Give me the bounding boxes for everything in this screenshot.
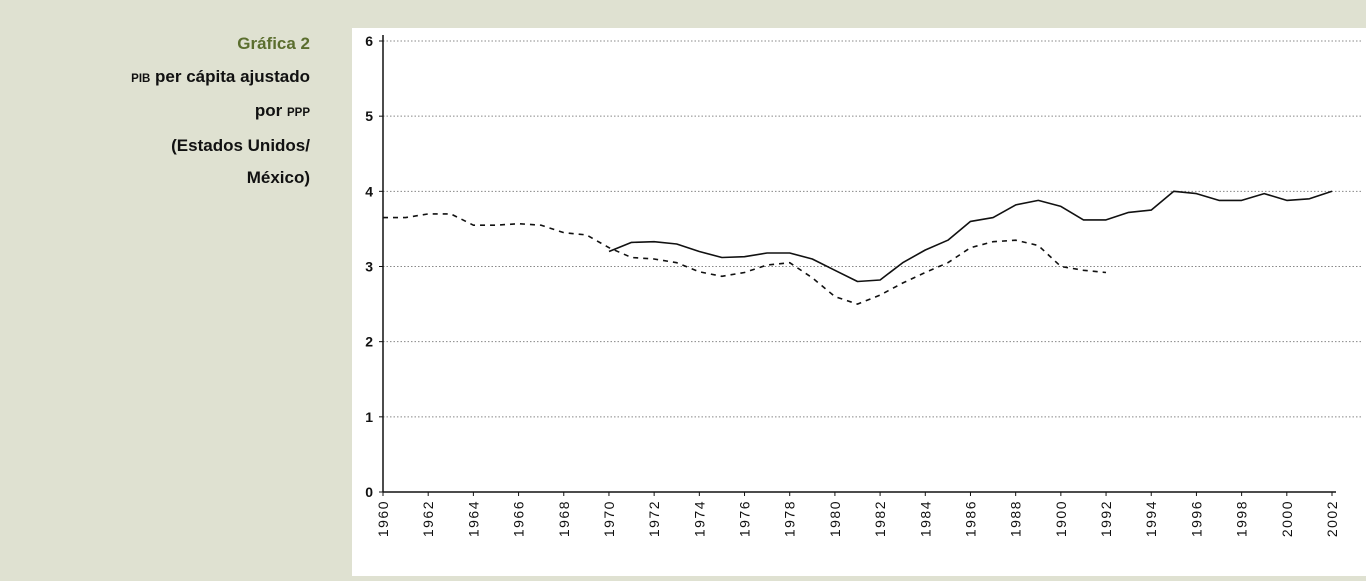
x-tick-label: 1986	[962, 500, 978, 537]
y-tick-label: 5	[365, 108, 373, 124]
subtitle-text: México)	[246, 168, 310, 187]
y-tick-label: 2	[365, 334, 373, 350]
x-tick-label: 1964	[465, 500, 481, 537]
x-tick-label: 1996	[1188, 500, 1204, 537]
x-tick-label: 2002	[1324, 500, 1340, 537]
subtitle-line: (Estados Unidos/	[0, 130, 310, 163]
x-tick-label: 1900	[1053, 500, 1069, 537]
x-tick-label: 1992	[1098, 500, 1114, 537]
chart-heading: Gráfica 2 PIB per cápita ajustado por PPP…	[0, 28, 310, 195]
subtitle-text: PPP	[286, 107, 310, 119]
y-tick-label: 0	[365, 484, 373, 500]
subtitle-text: PIB	[131, 72, 151, 85]
x-tick-label: 1974	[691, 500, 707, 537]
x-tick-label: 1982	[872, 500, 888, 537]
subtitle-text: (Estados Unidos/	[171, 135, 310, 155]
subtitle-text: per cápita ajustado	[150, 66, 310, 86]
subtitle-text: por	[254, 101, 287, 120]
x-tick-label: 1970	[601, 500, 617, 537]
subtitle-line: México)	[0, 162, 310, 195]
x-tick-label: 1980	[827, 500, 843, 537]
y-tick-label: 3	[365, 259, 373, 275]
series-line	[383, 213, 1107, 305]
subtitle-line: por PPP	[0, 95, 310, 130]
chart-panel: 0 1 2 3 4 5 6 1960 1962 1964 1966 1968 1970 1972 1974 1…	[352, 28, 1366, 576]
chart: 0 1 2 3 4 5 6 1960 1962 1964 1966 1968 1970 1972 1974 1…	[365, 33, 1362, 537]
x-tick-label: 1976	[737, 500, 753, 537]
y-tick-label: 4	[365, 183, 373, 199]
x-tick-label: 1978	[782, 500, 798, 537]
y-tick-label: 6	[365, 33, 373, 49]
x-tick-label: 1994	[1143, 500, 1159, 537]
x-tick-label: 1962	[420, 500, 436, 537]
x-tick-label: 1998	[1234, 500, 1250, 537]
x-tick-label: 1968	[556, 500, 572, 537]
subtitle-line: PIB per cápita ajustado	[0, 61, 310, 96]
chart-title: Gráfica 2	[237, 34, 310, 53]
x-tick-label: 1972	[646, 500, 662, 537]
y-tick-label: 1	[365, 409, 373, 425]
x-tick-label: 1988	[1008, 500, 1024, 537]
series-line	[608, 190, 1333, 283]
x-tick-label: 1960	[375, 500, 391, 537]
x-tick-label: 1984	[917, 500, 933, 537]
x-tick-label: 2000	[1279, 500, 1295, 537]
x-tick-label: 1966	[511, 500, 527, 537]
